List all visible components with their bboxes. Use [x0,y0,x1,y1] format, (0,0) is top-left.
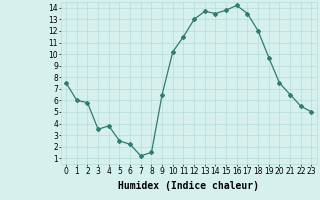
X-axis label: Humidex (Indice chaleur): Humidex (Indice chaleur) [118,181,259,191]
